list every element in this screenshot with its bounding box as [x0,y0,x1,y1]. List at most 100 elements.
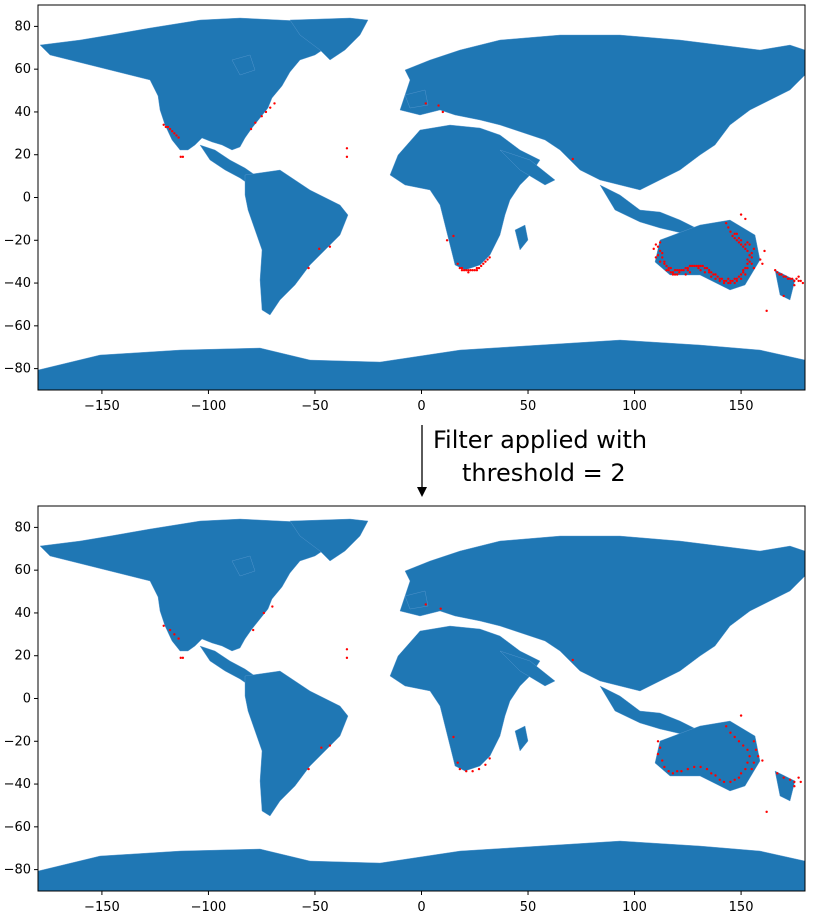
data-point [733,778,736,781]
data-point [699,264,702,268]
y-tick-label: −20 [4,734,31,749]
data-point [731,234,734,238]
data-point [486,258,489,261]
x-tick-label: −100 [191,399,227,414]
data-point [750,767,753,771]
data-point [571,157,574,161]
data-point [656,740,660,743]
data-point [462,269,466,272]
data-point [739,772,743,775]
data-point [733,281,736,285]
data-point [776,271,779,274]
data-point [686,266,690,270]
y-tick-label: 0 [23,692,31,707]
data-point [328,245,332,248]
data-point [571,658,574,662]
x-tick-label: −100 [191,900,227,915]
data-point [727,226,730,229]
data-point [663,765,666,769]
data-point [746,262,749,266]
data-point [733,236,736,240]
data-point [181,155,185,159]
data-point [684,273,687,276]
data-point [733,735,736,739]
data-point [752,740,756,743]
data-point [663,262,666,266]
data-point [748,243,751,246]
data-point [739,213,743,216]
data-point [320,746,323,749]
y-tick-label: 60 [14,62,31,77]
data-point [173,633,176,636]
data-point [750,256,753,259]
data-point [675,269,679,272]
data-point [752,247,756,251]
data-point [675,273,679,276]
data-point [445,239,449,242]
data-point [750,262,753,266]
data-point [686,767,690,771]
data-point [477,266,481,270]
data-point [658,241,662,244]
data-point [722,279,726,283]
data-point [733,277,736,280]
y-tick-label: 40 [14,606,31,621]
data-point [716,275,719,278]
data-point [437,104,440,107]
data-point [254,121,257,124]
data-point [678,271,681,274]
data-point [763,249,766,253]
data-point [475,269,479,272]
data-point [680,770,683,773]
x-tick-label: 150 [729,900,754,915]
data-point [667,269,670,272]
data-point [714,273,717,276]
data-point [727,277,730,280]
data-point [739,277,743,280]
data-point [793,784,796,788]
data-point [735,279,739,283]
data-point [744,266,747,270]
data-point [688,264,692,268]
data-point [424,102,427,105]
data-point [173,132,176,135]
data-point [746,266,749,270]
data-point [773,269,777,272]
data-point [488,256,491,259]
data-point [469,269,472,272]
data-point [722,780,726,784]
data-point [652,247,655,251]
data-point [791,277,794,280]
data-point [739,714,743,717]
x-tick-label: −150 [84,399,120,414]
data-point [724,725,728,728]
data-point [307,266,310,270]
data-point [788,778,792,781]
data-point [788,277,792,280]
data-point [733,232,736,236]
data-point [744,273,747,276]
data-point [661,251,664,255]
data-point [667,770,670,773]
data-point [177,637,180,640]
data-point [722,281,726,285]
data-point [177,136,180,139]
data-point [168,628,172,632]
data-point [671,772,675,775]
data-point [737,740,741,743]
data-point [693,264,696,268]
data-point [752,761,756,764]
data-point [171,129,174,133]
data-point [735,232,739,236]
data-point [729,731,732,734]
x-tick-label: −150 [84,900,120,915]
data-point [776,772,779,775]
data-point [164,125,168,129]
data-point [656,752,660,756]
data-point [744,217,747,221]
data-point [693,765,696,769]
data-point [658,249,662,253]
data-point [458,767,462,771]
data-point [801,281,805,285]
data-point [441,110,445,114]
